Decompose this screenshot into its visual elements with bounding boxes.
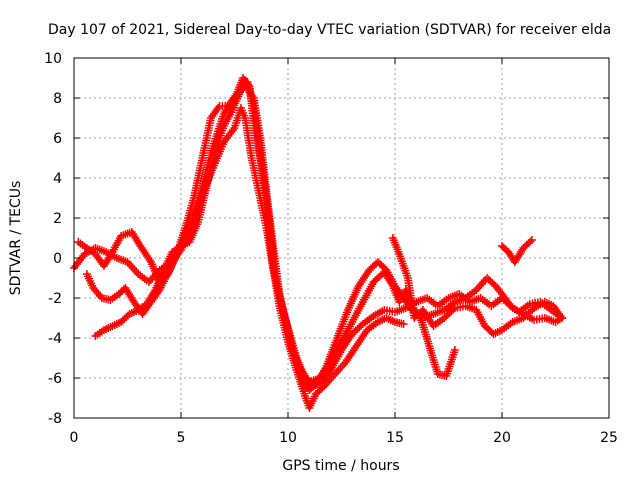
chart-title: Day 107 of 2021, Sidereal Day-to-day VTE… (48, 22, 611, 38)
series-track-3 (82, 82, 566, 386)
y-tick-label: -2 (48, 291, 62, 307)
series-track-5 (388, 234, 566, 338)
y-tick-label: -4 (48, 331, 62, 347)
data-points (70, 74, 566, 412)
y-tick-label: 6 (53, 131, 62, 147)
series-track-4 (91, 78, 408, 412)
y-tick-label: 0 (53, 251, 62, 267)
y-tick-label: 10 (44, 51, 62, 67)
data-point-marker (146, 276, 155, 284)
data-point-marker (449, 305, 458, 314)
data-point-marker (527, 236, 536, 244)
data-point-marker (336, 364, 345, 372)
data-point-marker (526, 237, 535, 246)
data-point-marker (557, 314, 566, 322)
data-point-marker (477, 280, 486, 288)
x-tick-label: 15 (386, 430, 404, 446)
data-point-marker (450, 346, 459, 354)
data-point-marker (128, 264, 137, 272)
x-tick-labels: 0 5 10 15 20 25 (70, 430, 618, 446)
y-tick-label: -6 (48, 371, 62, 387)
series-track-1 (70, 104, 566, 390)
y-tick-label: -8 (48, 411, 62, 427)
y-axis-label: SDTVAR / TECUs (8, 181, 24, 296)
series-track-6 (498, 236, 536, 266)
x-axis-label: GPS time / hours (282, 458, 399, 474)
data-point-marker (127, 262, 136, 270)
data-point-marker (399, 320, 408, 328)
x-tick-label: 10 (279, 430, 297, 446)
data-point-marker (318, 383, 327, 392)
data-point-marker (332, 368, 341, 376)
x-tick-label: 25 (600, 430, 618, 446)
y-tick-label: 2 (53, 211, 62, 227)
x-tick-label: 20 (493, 430, 511, 446)
x-tick-label: 0 (70, 430, 79, 446)
data-point-marker (130, 266, 139, 274)
data-point-marker (132, 268, 141, 276)
plot-frame (73, 57, 610, 419)
y-tick-labels: -8 -6 -4 -2 0 2 4 6 8 10 (44, 51, 62, 427)
y-tick-label: 8 (53, 91, 62, 107)
data-point-marker (475, 282, 484, 290)
data-point-marker (474, 284, 483, 292)
data-point-marker (338, 362, 347, 370)
y-tick-label: 4 (53, 171, 62, 187)
x-tick-label: 5 (177, 430, 186, 446)
axis-ticks (73, 57, 610, 419)
